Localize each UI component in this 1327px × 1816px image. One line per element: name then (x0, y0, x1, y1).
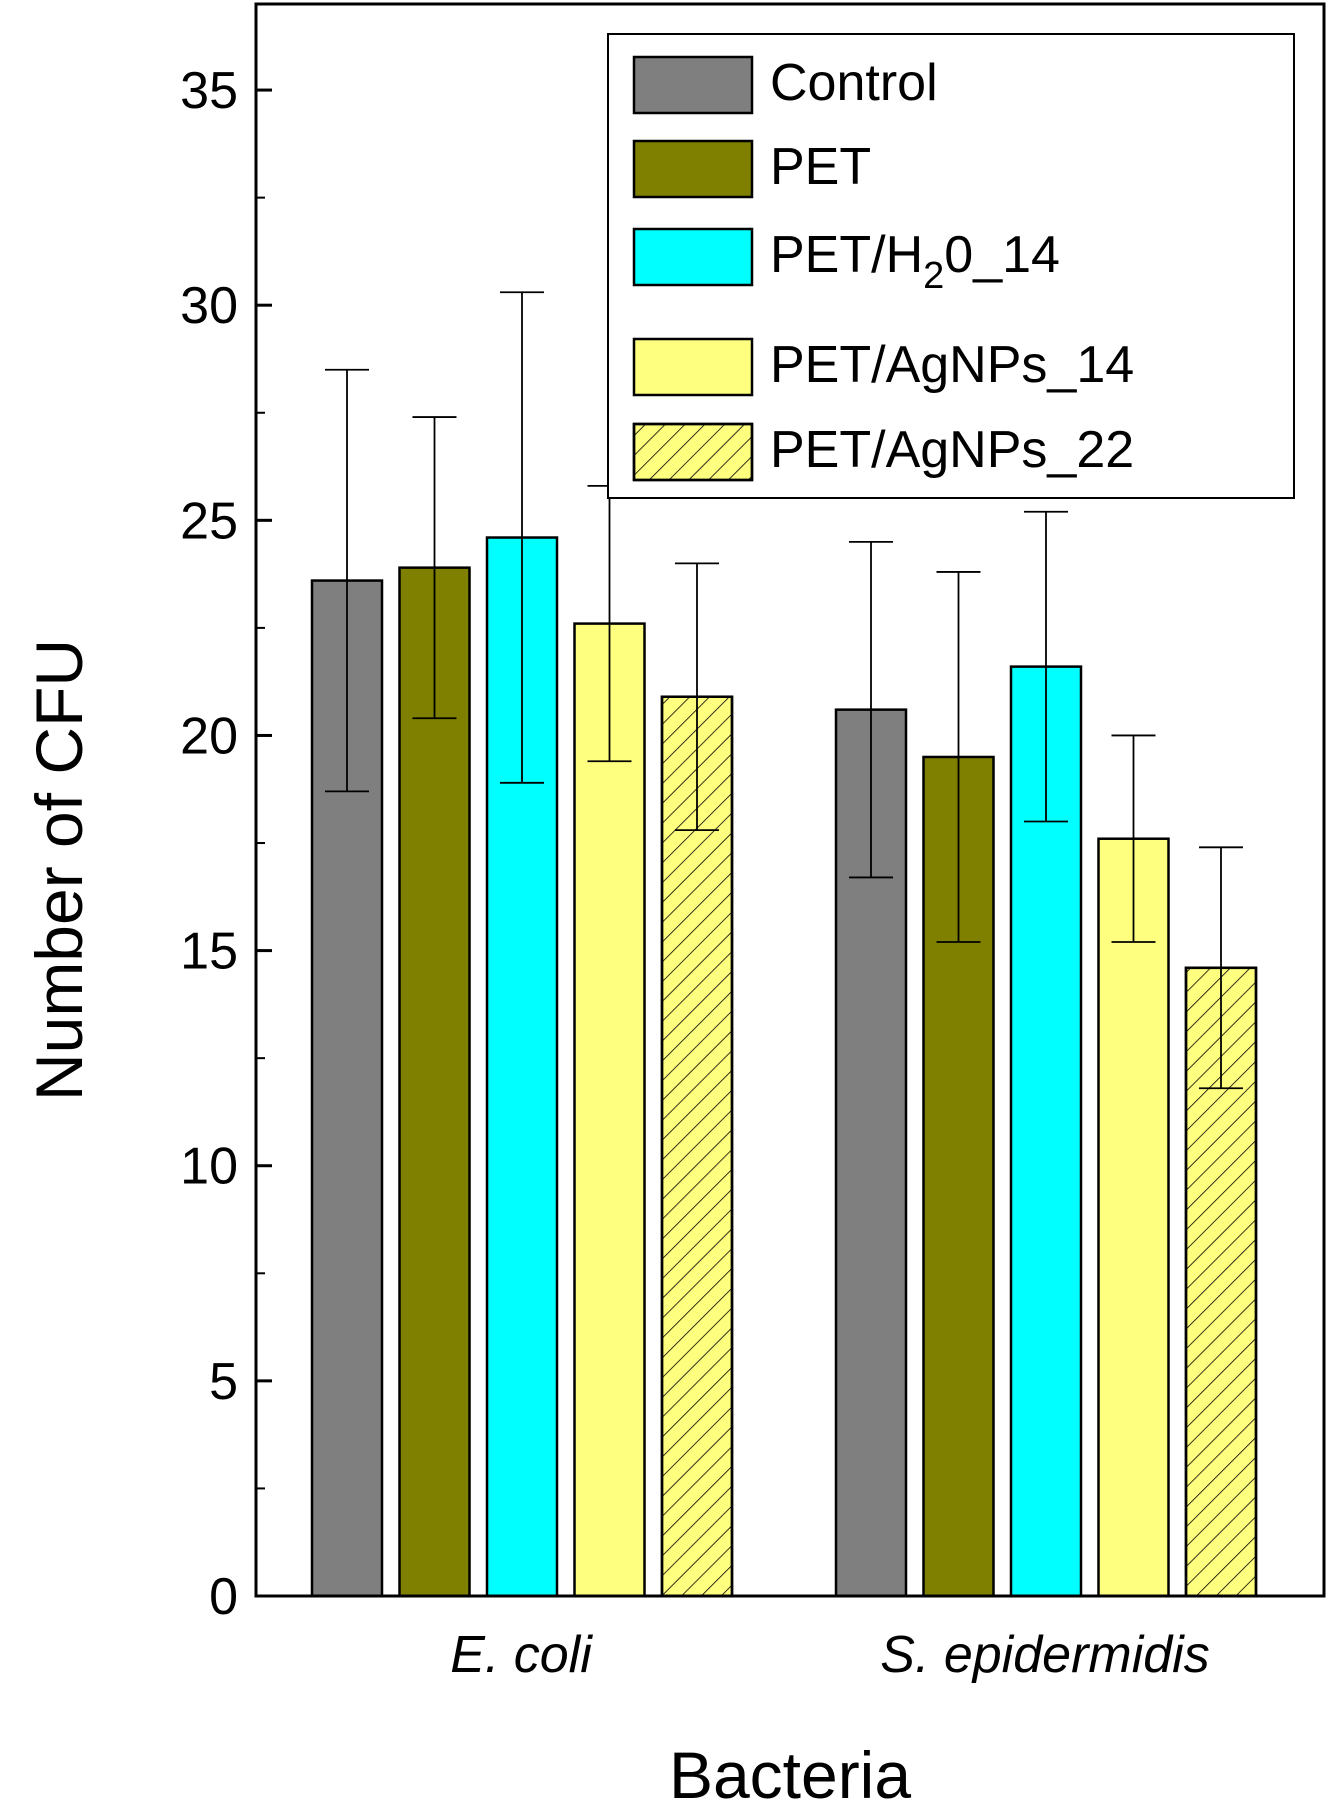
bar (398, 566, 471, 1598)
error-bar (1024, 510, 1068, 823)
x-category-label: S. epidermidis (880, 1626, 1209, 1684)
y-tick-label: 10 (180, 1138, 238, 1196)
bar (573, 622, 646, 1598)
y-tick-label: 15 (180, 923, 238, 981)
error-bar (500, 291, 544, 784)
legend-item: PET/H20_14 (632, 226, 1060, 297)
error-bar (412, 416, 457, 720)
legend-swatch (632, 55, 754, 115)
error-bar (936, 571, 981, 943)
x-category-labels: E. coli S. epidermidis (450, 1626, 1210, 1684)
x-axis-title: Bacteria (669, 1738, 911, 1812)
legend-label: PET/AgNPs_22 (770, 421, 1134, 479)
bar (834, 708, 908, 1598)
bar-hatch (660, 695, 734, 1598)
error-bar (849, 540, 893, 879)
error-bar (675, 562, 719, 832)
bar (1097, 837, 1170, 1598)
legend-swatch-hatch (632, 422, 754, 482)
legend-label: PET/AgNPs_14 (770, 336, 1134, 394)
plot-frame (254, 2, 1326, 1598)
legend-item: PET/AgNPs_14 (632, 336, 1134, 397)
y-tick-label: 35 (180, 62, 238, 120)
y-tick-label: 20 (180, 707, 238, 765)
y-axis-title: Number of CFU (22, 639, 96, 1101)
legend-swatch (632, 337, 754, 397)
bars-layer (310, 536, 1258, 1598)
y-tick-label: 5 (209, 1353, 238, 1411)
legend-label: PET (770, 138, 871, 196)
legend-swatch (632, 227, 754, 287)
error-bars-layer (325, 291, 1243, 1090)
y-tick-label: 0 (209, 1568, 238, 1626)
y-axis-tick-labels: 0 5 10 15 20 25 30 35 (180, 62, 238, 1626)
y-tick-label: 25 (180, 492, 238, 550)
legend-item: PET (632, 138, 871, 199)
error-bar (325, 368, 369, 793)
y-tick-label: 30 (180, 277, 238, 335)
x-category-label: E. coli (450, 1626, 593, 1684)
legend: Control PET PET/H20_14 PET/AgNPs_14 PET/AgNP… (607, 33, 1295, 499)
error-bar (1199, 846, 1243, 1090)
y-axis-ticks (256, 88, 272, 1598)
error-bar (1111, 734, 1156, 943)
legend-swatch (632, 139, 754, 199)
legend-item: Control (632, 54, 938, 115)
legend-label: PET/H20_14 (770, 226, 1060, 297)
legend-label: Control (770, 54, 938, 112)
legend-item: PET/AgNPs_22 (632, 421, 1134, 482)
